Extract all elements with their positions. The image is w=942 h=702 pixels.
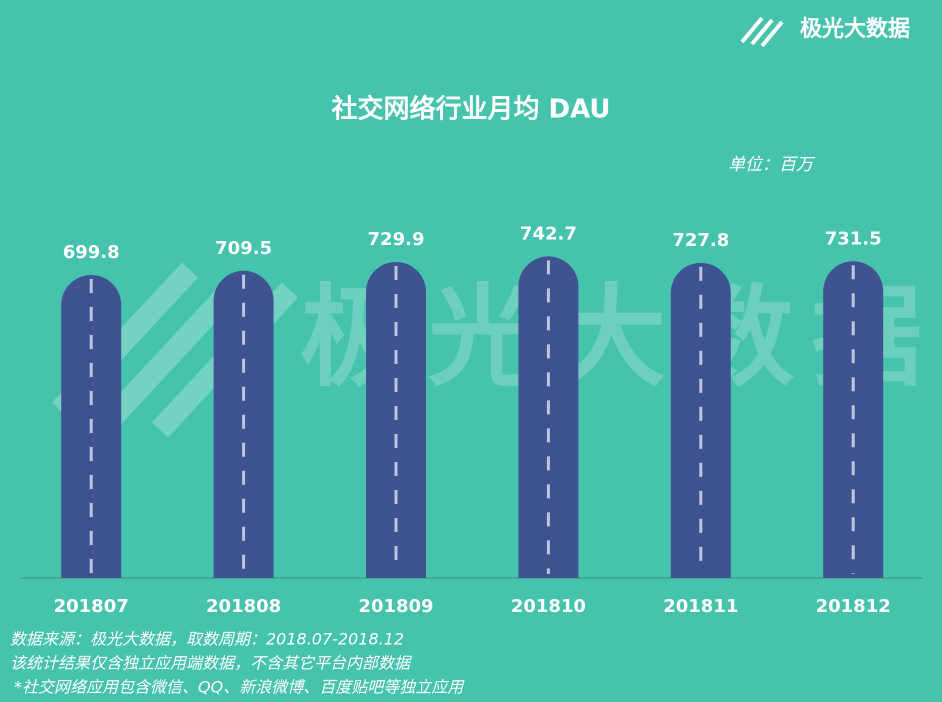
x-tick-label: 201811 xyxy=(663,596,738,617)
x-tick-label: 201807 xyxy=(54,596,129,617)
value-label: 699.8 xyxy=(63,242,120,263)
x-tick-label: 201808 xyxy=(206,596,281,617)
logo-icon xyxy=(740,16,784,48)
value-label: 731.5 xyxy=(825,228,882,249)
note: 该统计结果仅含独立应用端数据，不含其它平台内部数据 xyxy=(10,654,412,673)
x-tick-label: 201810 xyxy=(511,596,586,617)
x-tick-label: 201809 xyxy=(358,596,433,617)
value-label: 727.8 xyxy=(672,230,729,251)
note: *社交网络应用包含微信、QQ、新浪微博、百度贴吧等独立应用 xyxy=(14,678,465,697)
bar xyxy=(518,256,579,578)
value-label: 709.5 xyxy=(215,238,272,259)
bar xyxy=(366,261,426,578)
chart-title: 社交网络行业月均 DAU xyxy=(331,94,610,125)
x-tick-label: 201812 xyxy=(816,596,891,617)
logo: 极光大数据 xyxy=(800,16,910,42)
note: 数据来源：极光大数据，取数周期：2018.07-2018.12 xyxy=(10,630,404,649)
value-label: 729.9 xyxy=(368,229,425,250)
unit-label: 单位：百万 xyxy=(728,155,816,175)
value-label: 742.7 xyxy=(520,223,577,244)
bar xyxy=(823,261,884,578)
